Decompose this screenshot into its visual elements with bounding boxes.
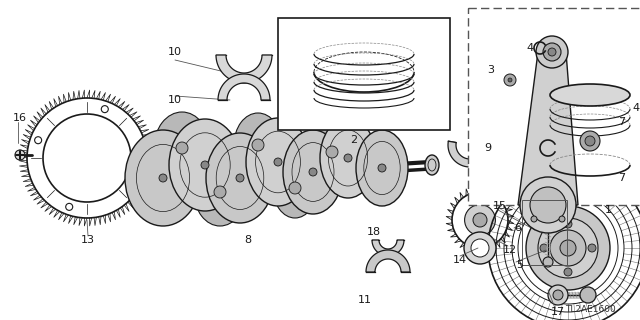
Text: 16: 16 xyxy=(13,113,27,123)
Ellipse shape xyxy=(169,119,241,211)
Polygon shape xyxy=(518,52,578,205)
Text: 14: 14 xyxy=(453,255,467,265)
Circle shape xyxy=(585,136,595,146)
Ellipse shape xyxy=(283,130,343,214)
Ellipse shape xyxy=(273,158,317,218)
Circle shape xyxy=(564,220,572,228)
Text: 10: 10 xyxy=(168,95,182,105)
Text: 4: 4 xyxy=(527,43,534,53)
Bar xyxy=(468,8,640,205)
Circle shape xyxy=(473,213,487,227)
Circle shape xyxy=(464,232,496,264)
Circle shape xyxy=(559,216,565,222)
Circle shape xyxy=(543,43,561,61)
Circle shape xyxy=(274,158,282,166)
Circle shape xyxy=(236,174,244,182)
Text: TL2AE1600: TL2AE1600 xyxy=(564,306,616,315)
Text: 15: 15 xyxy=(493,201,507,211)
Polygon shape xyxy=(448,141,492,167)
Ellipse shape xyxy=(320,118,376,198)
Circle shape xyxy=(536,36,568,68)
Polygon shape xyxy=(218,74,270,100)
Circle shape xyxy=(548,285,568,305)
Circle shape xyxy=(553,290,563,300)
Ellipse shape xyxy=(550,84,630,106)
Circle shape xyxy=(564,268,572,276)
Text: 17: 17 xyxy=(551,307,565,317)
Circle shape xyxy=(159,174,167,182)
Text: 2: 2 xyxy=(351,135,358,145)
Text: 5: 5 xyxy=(516,260,524,270)
Circle shape xyxy=(326,146,338,158)
Polygon shape xyxy=(588,153,632,175)
Circle shape xyxy=(580,131,600,151)
Circle shape xyxy=(214,186,226,198)
Circle shape xyxy=(543,257,553,267)
Polygon shape xyxy=(216,55,272,83)
Ellipse shape xyxy=(206,133,274,223)
Text: FR.: FR. xyxy=(570,13,593,27)
Text: 9: 9 xyxy=(484,143,492,153)
Text: 11: 11 xyxy=(358,295,372,305)
Text: 7: 7 xyxy=(618,173,625,183)
Polygon shape xyxy=(588,120,632,142)
Ellipse shape xyxy=(125,130,201,226)
Text: 12: 12 xyxy=(503,245,517,255)
Text: 4: 4 xyxy=(632,103,639,113)
Circle shape xyxy=(201,161,209,169)
Text: 1: 1 xyxy=(605,205,611,215)
Text: 6: 6 xyxy=(515,223,522,233)
Circle shape xyxy=(465,204,495,236)
Circle shape xyxy=(504,74,516,86)
Circle shape xyxy=(548,48,556,56)
Text: 7: 7 xyxy=(618,117,625,127)
Circle shape xyxy=(540,244,548,252)
Circle shape xyxy=(344,154,352,162)
Text: 10: 10 xyxy=(168,47,182,57)
Text: 3: 3 xyxy=(488,65,495,75)
Circle shape xyxy=(580,287,596,303)
Circle shape xyxy=(176,142,188,154)
Circle shape xyxy=(560,240,576,256)
Circle shape xyxy=(15,150,25,160)
Circle shape xyxy=(309,168,317,176)
Circle shape xyxy=(531,216,537,222)
Circle shape xyxy=(550,230,586,266)
Circle shape xyxy=(378,164,386,172)
Circle shape xyxy=(252,139,264,151)
Circle shape xyxy=(508,78,512,82)
Ellipse shape xyxy=(356,130,408,206)
Bar xyxy=(278,18,450,130)
Ellipse shape xyxy=(154,112,210,184)
Bar xyxy=(522,200,567,265)
Text: 8: 8 xyxy=(244,235,252,245)
Circle shape xyxy=(588,244,596,252)
Text: 18: 18 xyxy=(367,227,381,237)
Ellipse shape xyxy=(246,118,310,206)
Circle shape xyxy=(520,177,576,233)
Circle shape xyxy=(526,206,610,290)
Ellipse shape xyxy=(425,155,439,175)
Ellipse shape xyxy=(234,113,282,177)
Circle shape xyxy=(471,239,489,257)
Ellipse shape xyxy=(194,158,246,226)
Ellipse shape xyxy=(312,124,352,180)
Circle shape xyxy=(530,187,566,223)
Polygon shape xyxy=(372,240,404,256)
Polygon shape xyxy=(366,250,410,272)
Text: 13: 13 xyxy=(81,235,95,245)
Circle shape xyxy=(289,182,301,194)
Circle shape xyxy=(538,218,598,278)
